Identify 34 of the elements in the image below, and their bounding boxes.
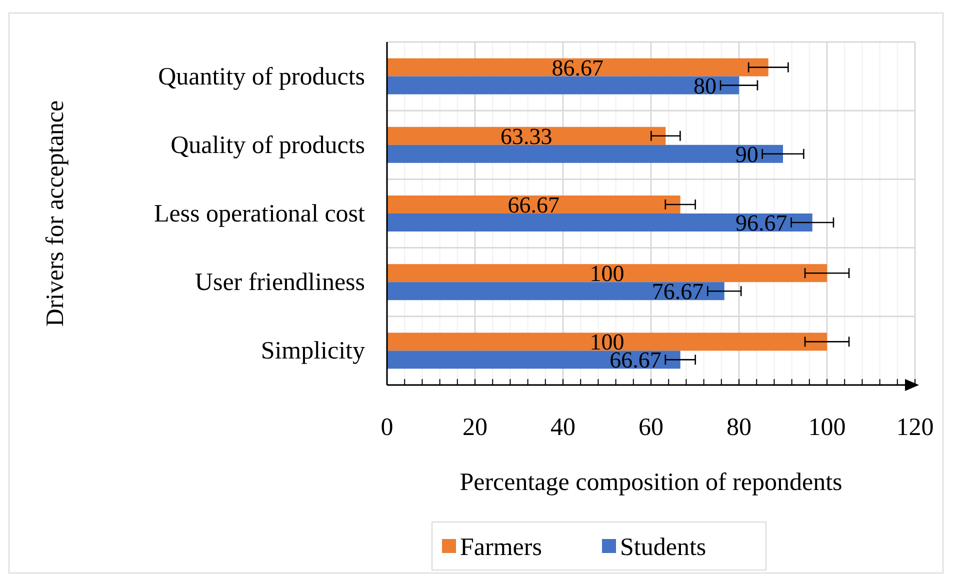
bar bbox=[387, 144, 783, 163]
data-label: 90 bbox=[735, 142, 758, 167]
bar bbox=[387, 126, 666, 145]
x-tick-label: 80 bbox=[726, 414, 752, 441]
y-tick-label: User friendliness bbox=[194, 269, 365, 296]
bar bbox=[387, 282, 724, 300]
y-tick-label: Quantity of products bbox=[158, 63, 365, 90]
bar bbox=[387, 332, 827, 351]
legend-label: Farmers bbox=[460, 534, 542, 561]
data-label: 86.67 bbox=[552, 55, 604, 80]
y-tick-label: Less operational cost bbox=[154, 200, 366, 228]
x-tick-label: 20 bbox=[462, 414, 488, 441]
legend-label: Students bbox=[620, 534, 706, 561]
data-label: 80 bbox=[694, 73, 717, 98]
y-tick-label: Simplicity bbox=[260, 338, 366, 365]
data-label: 96.67 bbox=[735, 210, 788, 236]
x-tick-label: 60 bbox=[638, 414, 664, 441]
bar bbox=[387, 76, 739, 94]
y-tick-label: Quality of products bbox=[170, 132, 365, 159]
data-label: 66.67 bbox=[508, 192, 560, 218]
x-axis-title: Percentage composition of repondents bbox=[460, 469, 842, 496]
data-label: 63.33 bbox=[500, 124, 552, 149]
data-label: 76.67 bbox=[652, 279, 704, 304]
bar bbox=[387, 350, 680, 369]
bar bbox=[387, 214, 812, 232]
x-tick-label: 0 bbox=[380, 414, 394, 441]
y-axis-title: Drivers for acceptance bbox=[42, 100, 69, 327]
bar bbox=[387, 264, 827, 282]
x-tick-label: 120 bbox=[896, 414, 934, 441]
x-tick-label: 100 bbox=[808, 414, 846, 441]
x-tick-label: 40 bbox=[550, 414, 576, 441]
bar bbox=[387, 58, 768, 76]
data-label: 100 bbox=[590, 261, 624, 286]
bar bbox=[387, 196, 680, 214]
